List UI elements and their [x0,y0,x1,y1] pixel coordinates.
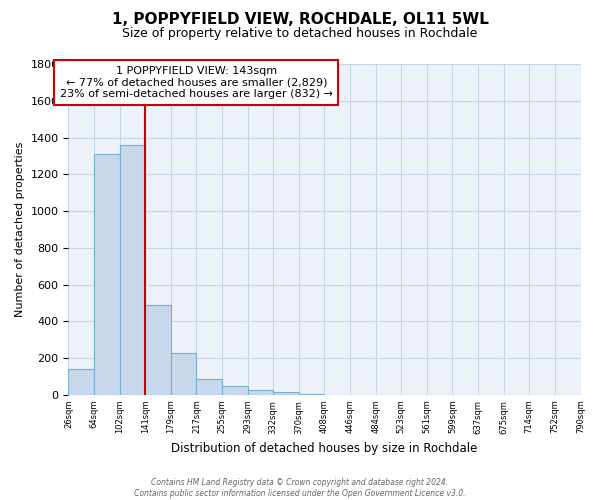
Y-axis label: Number of detached properties: Number of detached properties [15,142,25,317]
Bar [248,390,273,395]
Bar [222,386,248,395]
Bar [273,392,299,395]
Text: 1, POPPYFIELD VIEW, ROCHDALE, OL11 5WL: 1, POPPYFIELD VIEW, ROCHDALE, OL11 5WL [112,12,488,28]
Bar [299,394,325,395]
X-axis label: Distribution of detached houses by size in Rochdale: Distribution of detached houses by size … [171,442,478,455]
Bar [171,352,196,395]
Bar [196,379,222,395]
Bar [119,145,145,395]
Text: Size of property relative to detached houses in Rochdale: Size of property relative to detached ho… [122,28,478,40]
Text: Contains HM Land Registry data © Crown copyright and database right 2024.
Contai: Contains HM Land Registry data © Crown c… [134,478,466,498]
Bar [145,305,171,395]
Bar [68,369,94,395]
Bar [94,154,119,395]
Text: 1 POPPYFIELD VIEW: 143sqm
← 77% of detached houses are smaller (2,829)
23% of se: 1 POPPYFIELD VIEW: 143sqm ← 77% of detac… [60,66,333,99]
